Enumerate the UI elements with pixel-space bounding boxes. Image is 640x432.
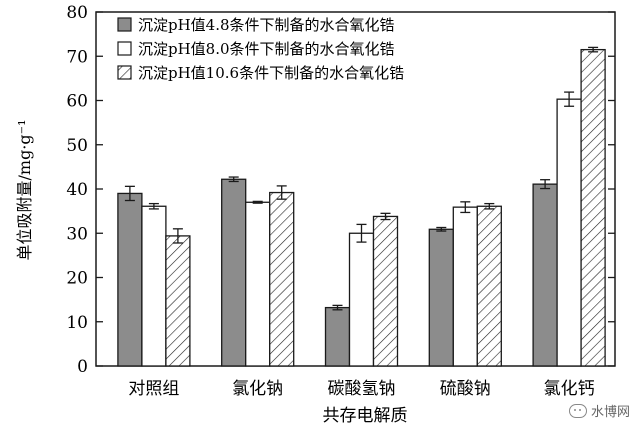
x-tick-label: 对照组 bbox=[128, 379, 179, 399]
y-axis: 0 10 20 30 40 50 60 70 80 bbox=[66, 3, 615, 377]
bar bbox=[221, 178, 247, 367]
bar bbox=[580, 48, 606, 367]
bar bbox=[556, 98, 582, 367]
y-tick-label: 60 bbox=[66, 92, 88, 112]
y-tick-label: 20 bbox=[66, 269, 88, 289]
legend-swatch bbox=[117, 17, 132, 32]
y-tick-label: 10 bbox=[66, 313, 88, 333]
legend-label: 沉淀pH值10.6条件下制备的水合氧化锆 bbox=[138, 64, 404, 82]
bar bbox=[532, 183, 558, 367]
bar bbox=[372, 215, 399, 367]
y-tick-label: 30 bbox=[66, 224, 88, 244]
y-axis-title: 单位吸附量/mg·g⁻¹ bbox=[15, 120, 34, 261]
x-tick-label: 氯化钠 bbox=[232, 379, 283, 399]
watermark-text: 水博网 bbox=[590, 405, 630, 420]
y-tick-label: 0 bbox=[77, 357, 88, 377]
y-tick-label: 70 bbox=[66, 47, 88, 67]
bar bbox=[428, 228, 454, 367]
bars bbox=[117, 46, 606, 367]
bar bbox=[117, 192, 143, 367]
x-axis: 对照组 氯化钠 碳酸氢钠 硫酸钠 氯化钙 bbox=[128, 359, 595, 399]
x-tick-label: 碳酸氢钠 bbox=[328, 379, 396, 399]
watermark: 水博网 bbox=[568, 401, 630, 420]
legend-label: 沉淀pH值8.0条件下制备的水合氧化锆 bbox=[138, 40, 395, 58]
legend-label: 沉淀pH值4.8条件下制备的水合氧化锆 bbox=[138, 16, 395, 34]
x-tick-label: 硫酸钠 bbox=[440, 379, 491, 399]
bar bbox=[245, 201, 271, 367]
bar bbox=[269, 191, 295, 367]
legend-swatch bbox=[117, 41, 132, 56]
x-tick-label: 氯化钙 bbox=[544, 379, 595, 399]
y-tick-label: 40 bbox=[66, 180, 88, 200]
x-axis-title: 共存电解质 bbox=[323, 406, 408, 426]
wechat-icon bbox=[568, 403, 587, 418]
legend-swatch bbox=[117, 65, 132, 80]
bar bbox=[476, 205, 502, 367]
bar bbox=[141, 205, 167, 367]
bar bbox=[165, 235, 191, 367]
bar bbox=[452, 206, 478, 367]
bar bbox=[348, 232, 375, 367]
y-tick-label: 80 bbox=[66, 3, 88, 23]
legend: 沉淀pH值4.8条件下制备的水合氧化锆沉淀pH值8.0条件下制备的水合氧化锆沉淀… bbox=[117, 16, 404, 82]
y-tick-label: 50 bbox=[66, 136, 88, 156]
bar bbox=[324, 306, 351, 367]
